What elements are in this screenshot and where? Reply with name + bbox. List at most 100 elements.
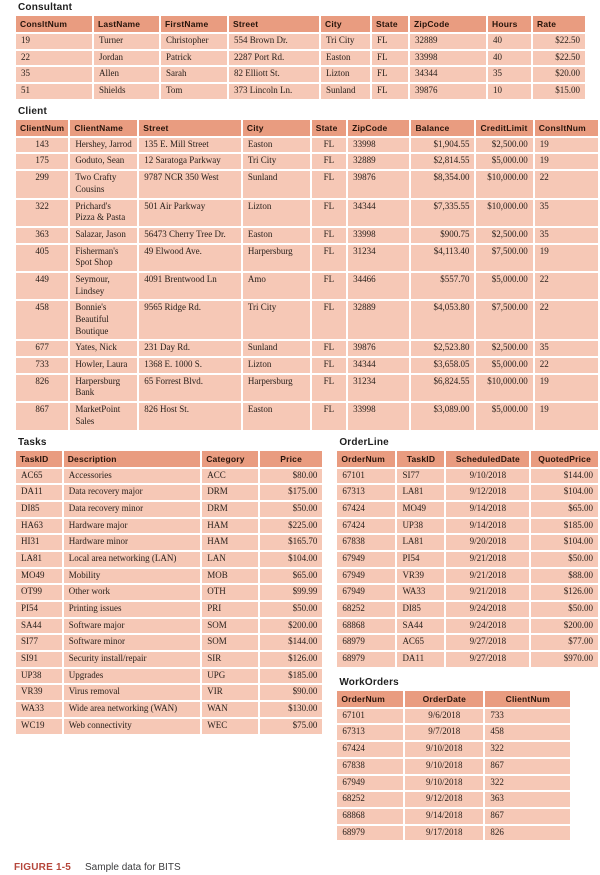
cell: PRI: [202, 602, 258, 617]
cell: SA44: [16, 618, 62, 634]
cell: 68252: [337, 602, 396, 617]
cell: 32889: [348, 301, 410, 340]
cell: 733: [485, 708, 571, 724]
cell: LA81: [397, 535, 445, 550]
figure-caption-text: Sample data for BITS: [85, 862, 181, 874]
cell: 867: [485, 808, 571, 824]
cell: MO49: [397, 501, 445, 517]
cell: 19: [534, 244, 598, 271]
cell: $130.00: [259, 702, 323, 717]
cell: Sunland: [242, 341, 310, 357]
cell: 143: [16, 137, 69, 153]
cell: Shields: [94, 84, 159, 99]
cell: $104.00: [531, 485, 598, 500]
table-row: SA44 Software major SOM $200.00: [16, 618, 323, 634]
cell: Harpersburg: [242, 374, 310, 402]
cell: 1368 E. 1000 S.: [139, 358, 241, 373]
cell: Prichard's Pizza & Pasta: [70, 199, 138, 226]
table-row: 68252 DI85 9/24/2018 $50.00: [337, 602, 598, 617]
cell: $2,523.80: [411, 341, 475, 357]
cell: FL: [311, 272, 347, 300]
cell: Lizton: [242, 358, 310, 373]
cell: Christopher: [161, 34, 227, 49]
cell: 9787 NCR 350 West: [139, 171, 241, 198]
cell: 35: [534, 227, 598, 243]
cell: $50.00: [531, 551, 598, 567]
column-header-consltnum: ConsltNum: [534, 119, 598, 136]
cell: $900.75: [411, 227, 475, 243]
column-header-creditlimit: CreditLimit: [476, 119, 533, 136]
table-title-workorders: WorkOrders: [339, 676, 399, 688]
column-header-taskid: TaskID: [16, 450, 62, 467]
cell: $175.00: [259, 485, 323, 500]
cell: 231 Day Rd.: [139, 341, 241, 357]
column-header-city: City: [321, 16, 370, 32]
cell: Hardware major: [63, 518, 201, 534]
cell: 67424: [337, 518, 396, 534]
cell: FL: [311, 244, 347, 271]
cell: 67949: [337, 585, 396, 600]
cell: Tri City: [321, 34, 370, 49]
cell: AC65: [16, 468, 62, 484]
cell: ACC: [202, 468, 258, 484]
table-row: 67949 9/10/2018 322: [337, 775, 571, 791]
table-row: 67949 WA33 9/21/2018 $126.00: [337, 585, 598, 600]
cell: Easton: [242, 403, 310, 430]
column-header-clientnum: ClientNum: [16, 119, 69, 136]
cell: 67101: [337, 468, 396, 484]
cell: $22.50: [533, 50, 585, 66]
column-header-category: Category: [202, 450, 258, 467]
cell: FL: [311, 358, 347, 373]
cell: Tri City: [242, 154, 310, 170]
client-section: Client ClientNum ClientName Street City Stat…: [14, 106, 600, 432]
cell: OTH: [202, 585, 258, 600]
cell: 22: [534, 272, 598, 300]
table-row: UP38 Upgrades UPG $185.00: [16, 668, 323, 684]
cell: Tri City: [242, 301, 310, 340]
cell: Software minor: [63, 635, 201, 651]
cell: 9/27/2018: [446, 652, 530, 667]
orderline-grid: OrderNum TaskID ScheduledDate QuotedPrice 67…: [335, 449, 600, 669]
column-header-hours: Hours: [488, 16, 531, 32]
cell: 10: [488, 84, 531, 99]
cell: HA63: [16, 518, 62, 534]
cell: UP38: [16, 668, 62, 684]
cell: Jordan: [94, 50, 159, 66]
cell: 51: [16, 84, 92, 99]
table-row: 143 Hershey, Jarrod 135 E. Mill Street East…: [16, 137, 598, 153]
cell: DI85: [16, 501, 62, 517]
column-header-state: State: [372, 16, 408, 32]
cell: 39876: [348, 341, 410, 357]
cell: 35: [534, 199, 598, 226]
cell: FL: [311, 227, 347, 243]
column-header-clientname: ClientName: [70, 119, 138, 136]
cell: 22: [534, 358, 598, 373]
cell: $5,000.00: [476, 272, 533, 300]
workorders-section: WorkOrders OrderNum OrderDate ClientNum 671…: [335, 677, 600, 843]
orderline-section: OrderLine OrderNum TaskID ScheduledDate Quo…: [335, 437, 600, 669]
cell: $20.00: [533, 67, 585, 83]
cell: 67313: [337, 485, 396, 500]
cell: 9/17/2018: [405, 825, 484, 841]
column-header-balance: Balance: [411, 119, 475, 136]
cell: 19: [534, 374, 598, 402]
cell: 19: [16, 34, 92, 49]
column-header-street: Street: [229, 16, 319, 32]
column-header-quotedprice: QuotedPrice: [531, 450, 598, 467]
cell: WC19: [16, 718, 62, 734]
cell: Data recovery major: [63, 485, 201, 500]
cell: WEC: [202, 718, 258, 734]
cell: $7,500.00: [476, 301, 533, 340]
cell: 9/10/2018: [405, 775, 484, 791]
cell: 9/20/2018: [446, 535, 530, 550]
tasks-section: Tasks TaskID Description Category Price AC65…: [14, 437, 324, 736]
cell: 34466: [348, 272, 410, 300]
table-row: 67101 SI77 9/10/2018 $144.00: [337, 468, 598, 484]
orderline-table: OrderNum TaskID ScheduledDate QuotedPrice 67…: [335, 449, 600, 669]
cell: DA11: [16, 485, 62, 500]
cell: MarketPoint Sales: [70, 403, 138, 430]
table-row: DI85 Data recovery minor DRM $50.00: [16, 501, 323, 517]
client-grid: ClientNum ClientName Street City State ZipCod…: [14, 118, 600, 432]
table-row: 175 Goduto, Sean 12 Saratoga Parkway Tri Ci…: [16, 154, 598, 170]
cell: Sarah: [161, 67, 227, 83]
